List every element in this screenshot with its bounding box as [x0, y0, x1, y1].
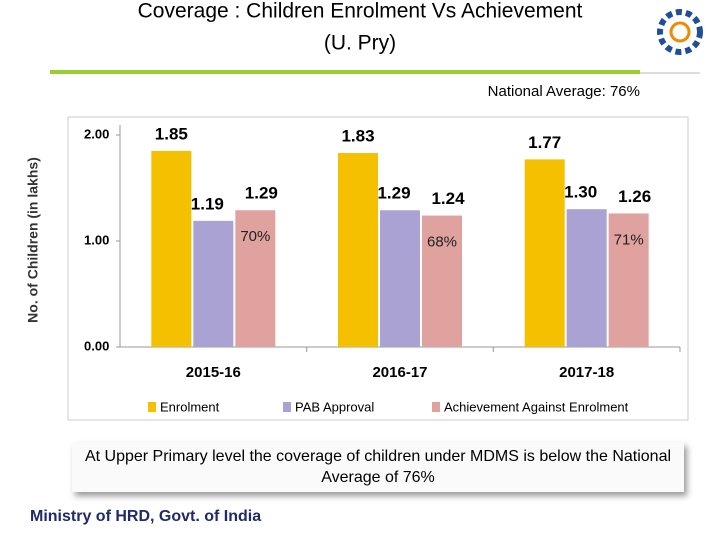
value-label: 1.83 [341, 127, 374, 146]
title: (U. Pry) [324, 32, 396, 55]
y-tick-label: 1.00 [84, 232, 109, 247]
y-tick-label: 0.00 [84, 338, 109, 353]
x-tick-label: 2016-17 [372, 364, 427, 381]
x-tick-label: 2017-18 [559, 364, 614, 381]
legend-swatch [283, 402, 291, 412]
bar [608, 213, 649, 347]
bar [193, 220, 234, 347]
legend-label: PAB Approval [295, 399, 374, 414]
bar [235, 210, 276, 347]
title: Coverage : Children Enrolment Vs Achieve… [138, 0, 583, 23]
x-tick-label: 2015-16 [186, 364, 241, 381]
bar [524, 159, 565, 347]
footer: Ministry of HRD, Govt. of India [30, 508, 262, 525]
value-label: 1.19 [191, 194, 224, 213]
national-average: National Average: 76% [488, 83, 640, 100]
value-label: 1.29 [245, 184, 278, 203]
percent-label: 70% [240, 228, 270, 245]
y-tick-label: 2.00 [84, 126, 109, 141]
value-label: 1.77 [528, 133, 561, 152]
value-label: 1.29 [377, 184, 410, 203]
legend-label: Achievement Against Enrolment [444, 399, 629, 414]
bar [338, 153, 378, 347]
legend-swatch [148, 402, 156, 412]
bar [151, 150, 192, 347]
logo [657, 9, 703, 55]
bar [566, 209, 607, 347]
note: At Upper Primary level the coverage of c… [72, 442, 684, 492]
bar [380, 210, 420, 347]
value-label: 1.24 [431, 189, 465, 208]
value-label: 1.30 [564, 183, 597, 202]
legend-label: Enrolment [160, 399, 220, 414]
value-label: 1.26 [618, 187, 651, 206]
bar [422, 215, 462, 347]
value-label: 1.85 [155, 124, 188, 143]
percent-label: 68% [427, 234, 457, 251]
legend-swatch [432, 402, 440, 412]
y-axis-label: No. of Children (in lakhs) [25, 157, 41, 323]
percent-label: 71% [614, 231, 644, 248]
